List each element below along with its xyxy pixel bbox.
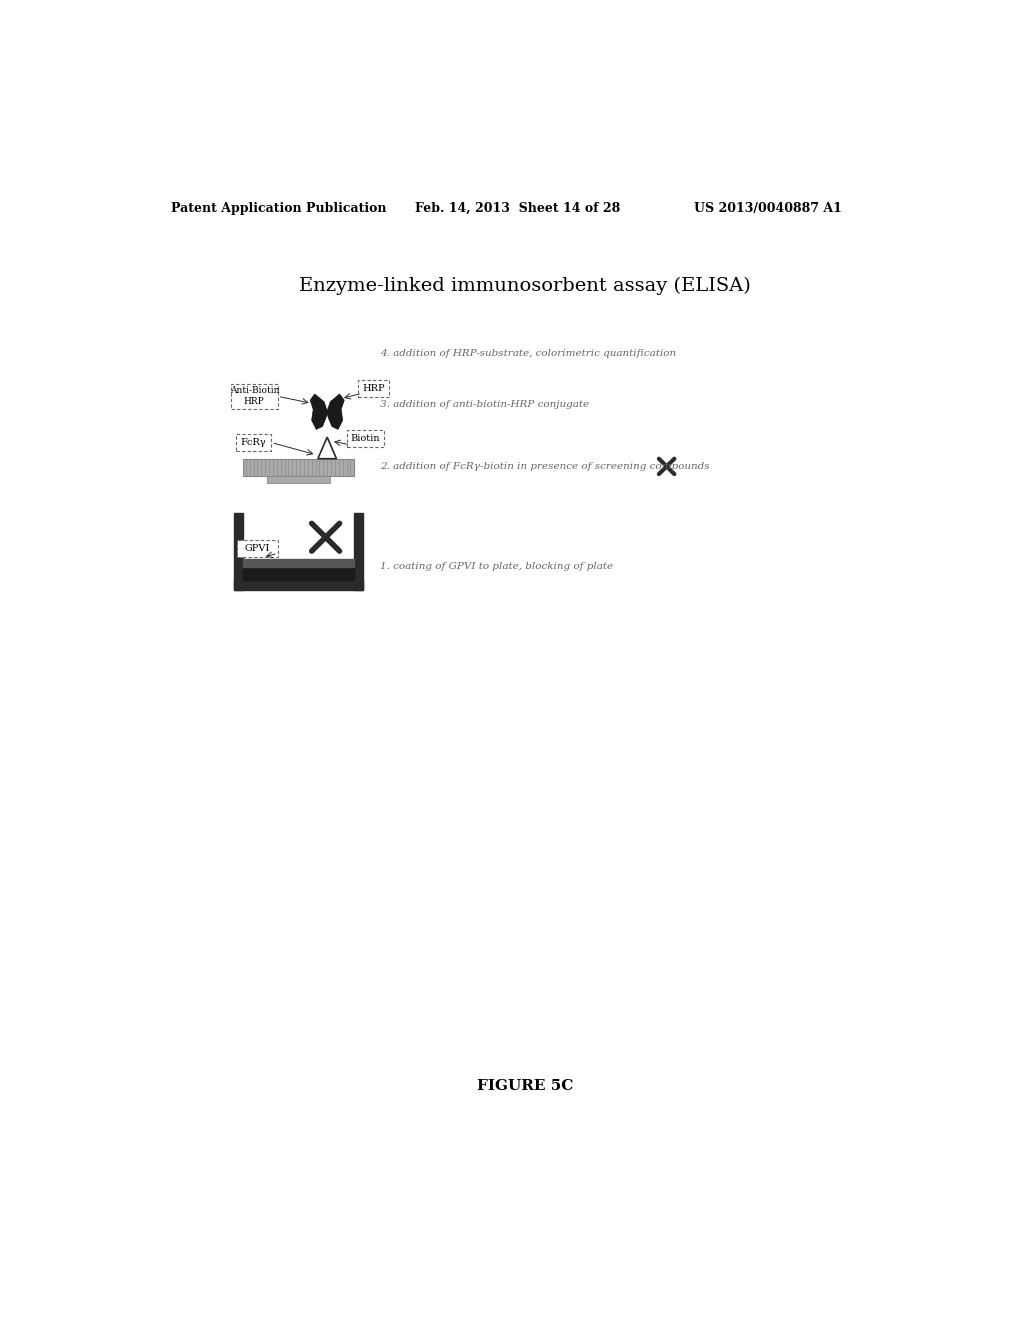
Bar (234, 581, 362, 590)
Text: HRP: HRP (362, 384, 385, 393)
Text: 1. coating of GPVI to plate, blocking of plate: 1. coating of GPVI to plate, blocking of… (380, 562, 613, 572)
Polygon shape (310, 395, 328, 429)
FancyBboxPatch shape (231, 384, 278, 409)
Polygon shape (317, 437, 337, 459)
Text: FIGURE 5C: FIGURE 5C (476, 1080, 573, 1093)
Bar (244, 459, 353, 475)
Text: Feb. 14, 2013  Sheet 14 of 28: Feb. 14, 2013 Sheet 14 of 28 (415, 202, 620, 215)
Text: Biotin: Biotin (350, 434, 380, 444)
Text: 2. addition of FcRγ-biotin in presence of screening compounds: 2. addition of FcRγ-biotin in presence o… (380, 462, 710, 471)
FancyBboxPatch shape (238, 540, 278, 557)
Text: 4. addition of HRP-substrate, colorimetric quantification: 4. addition of HRP-substrate, colorimetr… (380, 350, 676, 359)
Text: US 2013/0040887 A1: US 2013/0040887 A1 (693, 202, 842, 215)
Text: 3. addition of anti-biotin-HRP conjugate: 3. addition of anti-biotin-HRP conjugate (380, 400, 589, 409)
Polygon shape (328, 395, 344, 429)
Text: FcRγ: FcRγ (241, 438, 266, 447)
Text: Anti-Biotin
HRP: Anti-Biotin HRP (229, 387, 280, 407)
Bar (266, 475, 331, 483)
Text: Patent Application Publication: Patent Application Publication (171, 202, 386, 215)
FancyBboxPatch shape (236, 434, 271, 451)
Text: GPVI: GPVI (245, 544, 270, 553)
Text: Enzyme-linked immunosorbent assay (ELISA): Enzyme-linked immunosorbent assay (ELISA… (299, 276, 751, 294)
Bar (234, 512, 244, 590)
FancyBboxPatch shape (346, 430, 384, 447)
Bar (353, 512, 362, 590)
Bar (244, 558, 353, 566)
FancyBboxPatch shape (358, 380, 389, 397)
Bar (244, 566, 353, 581)
